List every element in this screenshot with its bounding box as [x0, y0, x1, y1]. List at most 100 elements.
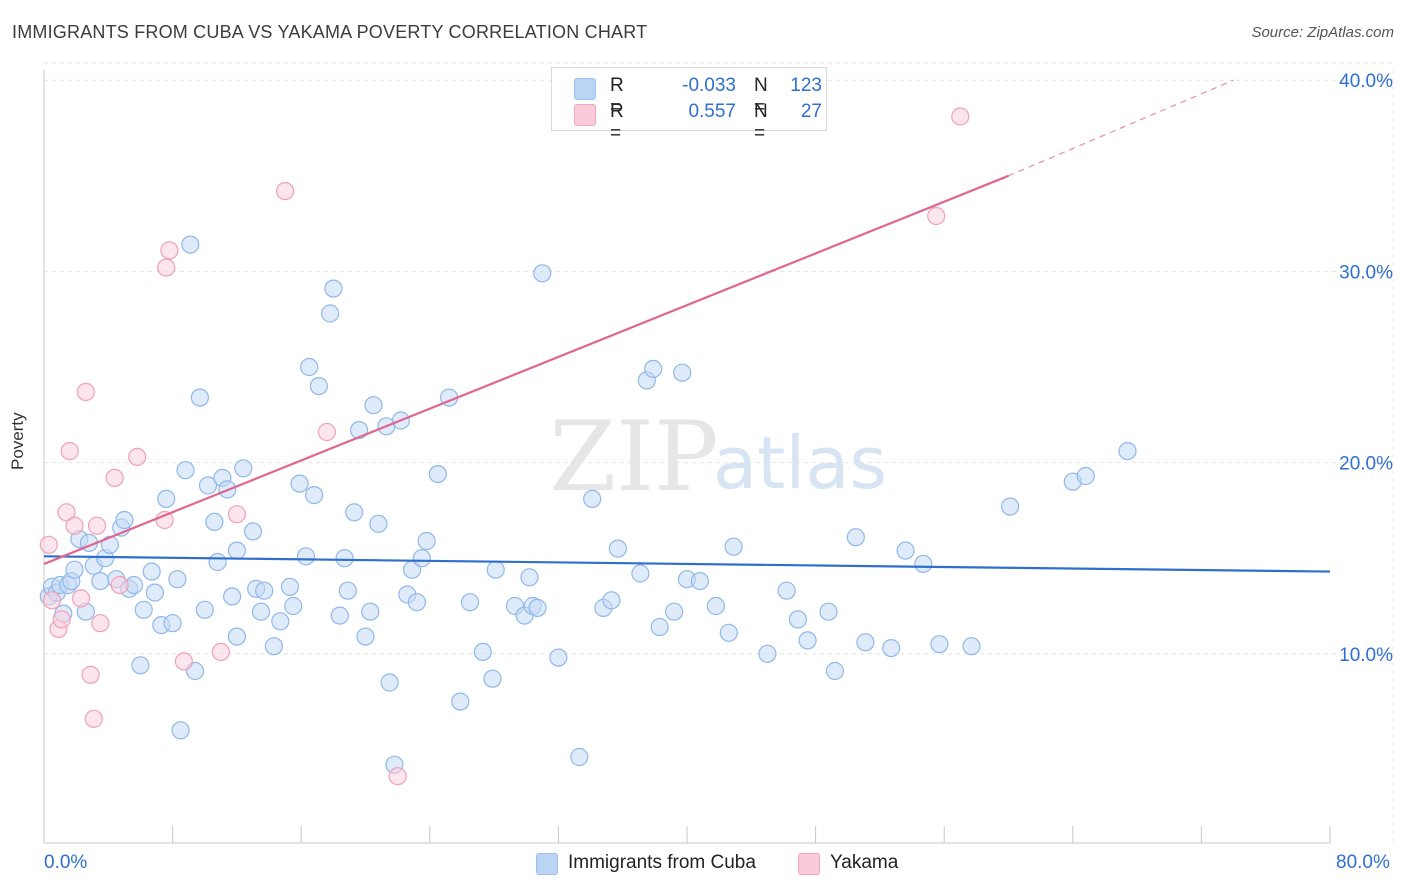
data-point [91, 571, 110, 591]
data-point [255, 581, 274, 600]
r-label: R = [610, 101, 624, 144]
data-point [335, 549, 354, 568]
data-point [777, 581, 796, 600]
data-point [407, 593, 426, 612]
x-tick-left: 0.0% [44, 852, 88, 873]
data-point [276, 182, 295, 201]
cuba-legend-label: Immigrants from Cuba [568, 852, 756, 873]
stats-legend: R = -0.033 N = 123 R = 0.557 N = 27 [551, 67, 827, 144]
data-point [798, 631, 817, 650]
data-point [706, 596, 726, 616]
data-point [227, 627, 246, 646]
data-point [882, 638, 901, 658]
data-point [211, 642, 230, 662]
data-point [110, 575, 129, 595]
data-point [145, 583, 164, 602]
data-point [428, 465, 447, 484]
n-value: 27 [800, 101, 822, 122]
data-point [324, 279, 343, 298]
data-point [473, 642, 492, 662]
y-tick-label: 10.0% [1339, 645, 1393, 666]
data-point [115, 510, 134, 530]
data-point [223, 587, 242, 606]
data-point [417, 531, 436, 551]
data-point [317, 422, 336, 442]
data-point [60, 442, 79, 461]
data-point [176, 461, 195, 480]
data-point [71, 589, 91, 608]
data-point [412, 549, 431, 568]
trend-lines [43, 79, 1331, 573]
data-point [602, 591, 621, 610]
data-point [190, 388, 209, 407]
data-point [290, 474, 309, 493]
data-point [163, 614, 182, 633]
data-point [227, 541, 246, 560]
data-point [520, 568, 539, 587]
n-label: N = [754, 101, 768, 144]
data-point [264, 637, 283, 656]
y-tick-labels: 10.0% 20.0% 30.0% 40.0% [1339, 71, 1393, 666]
data-point [644, 359, 663, 378]
data-point [198, 476, 218, 495]
data-point [81, 665, 100, 684]
data-point [1118, 442, 1137, 461]
data-point [719, 623, 738, 642]
data-point [460, 593, 480, 612]
data-point [356, 627, 375, 646]
data-point [195, 600, 214, 619]
cuba-trend-line [43, 555, 1331, 573]
r-label: R = [610, 75, 624, 118]
x-tick-right: 80.0% [1336, 852, 1390, 873]
data-point [583, 489, 602, 508]
yakama-swatch [574, 104, 596, 126]
data-point [364, 396, 383, 415]
data-point [549, 648, 568, 667]
data-point [846, 528, 865, 547]
yakama-trend-line [43, 174, 1009, 565]
data-point [84, 709, 103, 728]
cuba-points [39, 235, 1137, 774]
data-point [52, 610, 71, 629]
data-point [174, 652, 193, 671]
data-point [91, 614, 110, 633]
data-point [914, 554, 933, 574]
data-point [128, 447, 147, 466]
data-point [65, 516, 84, 535]
data-point [528, 598, 547, 618]
data-point [825, 661, 845, 681]
data-point [243, 522, 263, 541]
y-tick-label: 30.0% [1339, 262, 1393, 283]
data-point [345, 503, 364, 522]
data-point [227, 505, 246, 524]
data-point [305, 486, 324, 505]
data-point [930, 635, 949, 654]
data-point [284, 596, 303, 616]
n-value: 123 [790, 75, 822, 96]
data-point [631, 564, 650, 583]
yakama-legend-label: Yakama [830, 852, 899, 873]
data-point [533, 264, 552, 283]
data-point [160, 241, 179, 260]
yakama-points [39, 107, 970, 786]
r-value: -0.033 [682, 75, 736, 96]
data-point [168, 570, 187, 589]
data-point [819, 602, 838, 621]
data-point [157, 489, 176, 508]
data-point [724, 537, 743, 556]
data-point [280, 577, 299, 597]
data-point [65, 560, 84, 579]
cuba-legend-swatch [536, 853, 558, 875]
data-point [664, 602, 684, 621]
data-point [87, 516, 107, 535]
data-point [673, 363, 692, 382]
data-point [962, 637, 981, 656]
chart-title: IMMIGRANTS FROM CUBA VS YAKAMA POVERTY C… [12, 22, 648, 42]
data-point [856, 633, 875, 652]
data-point [361, 602, 380, 621]
data-point [131, 656, 150, 675]
data-point [690, 571, 710, 591]
data-point [76, 382, 95, 401]
data-point [321, 304, 340, 323]
n-label: N = [754, 75, 768, 118]
